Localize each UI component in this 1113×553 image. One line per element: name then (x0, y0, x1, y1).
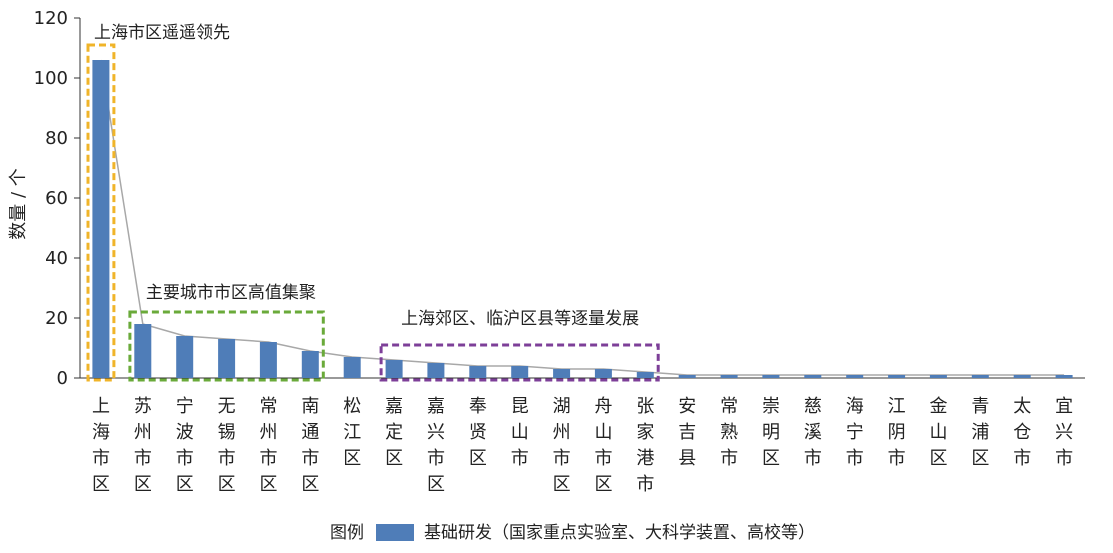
category-labels: 上海市区 苏州市区 宁波市区 无锡市区 常州市区 南通市区 松江区 嘉定区 嘉兴市区 奉贤区 昆山市… (92, 396, 1073, 495)
bar (1055, 375, 1073, 378)
bar (720, 375, 738, 378)
annotation-text: 上海市区遥遥领先 (94, 23, 230, 43)
y-axis-label: 数量 / 个 (8, 168, 29, 240)
y-tick-label: 80 (45, 128, 68, 149)
x-tick-label: 江阴市 (888, 396, 906, 469)
x-tick-label: 舟山市区 (594, 396, 612, 495)
annotation-text: 主要城市市区高值集聚 (146, 283, 316, 303)
y-tick-label: 60 (45, 188, 68, 209)
x-tick-label: 慈溪市 (804, 396, 822, 469)
axes: 0 20 40 60 80 100 120 (34, 8, 1085, 389)
annotation-text: 上海郊区、临沪区县等逐量发展 (401, 309, 639, 329)
bars (92, 60, 1073, 378)
x-tick-label: 海宁市 (846, 396, 864, 469)
bar (553, 369, 571, 378)
legend: 图例 基础研发（国家重点实验室、大科学装置、高校等） (330, 523, 815, 543)
x-tick-label: 常州市区 (259, 396, 277, 495)
bar (1013, 375, 1031, 378)
bar (427, 363, 445, 378)
bar (971, 375, 989, 378)
x-tick-label: 苏州市区 (134, 396, 152, 495)
bar (594, 369, 612, 378)
x-tick-label: 上海市区 (92, 396, 110, 495)
y-tick-label: 100 (34, 68, 68, 89)
y-tick-label: 0 (57, 368, 68, 389)
x-tick-label: 嘉定区 (385, 396, 403, 469)
legend-title: 图例 (330, 523, 364, 543)
bar (385, 360, 403, 378)
x-tick-label: 嘉兴市区 (427, 396, 445, 495)
bar (176, 336, 194, 378)
x-tick-label: 崇明区 (762, 396, 780, 469)
bar (888, 375, 906, 378)
bar (343, 357, 361, 378)
bar (636, 372, 654, 378)
x-tick-label: 宜兴市 (1055, 396, 1073, 469)
legend-swatch (376, 524, 414, 541)
x-tick-label: 松江区 (343, 396, 361, 469)
x-tick-label: 金山区 (929, 396, 947, 469)
bar (301, 351, 319, 378)
x-tick-label: 青浦区 (971, 396, 989, 469)
y-tick-label: 120 (34, 8, 68, 29)
legend-label: 基础研发（国家重点实验室、大科学装置、高校等） (424, 523, 815, 543)
bar (846, 375, 864, 378)
bar (92, 60, 110, 378)
bar (511, 366, 529, 378)
annotation-box (128, 310, 325, 382)
x-tick-label: 常熟市 (720, 396, 738, 469)
bar (762, 375, 780, 378)
annotation-box (379, 343, 660, 382)
y-tick-label: 20 (45, 308, 68, 329)
x-tick-label: 昆山市 (511, 396, 529, 469)
x-tick-label: 安吉县 (678, 396, 696, 469)
x-tick-label: 宁波市区 (176, 396, 194, 495)
x-tick-label: 张家港市 (636, 396, 654, 495)
x-tick-label: 湖州市区 (553, 396, 571, 495)
bar (218, 339, 236, 378)
annotation-box (86, 43, 116, 382)
bar (469, 366, 487, 378)
x-tick-label: 太仓市 (1013, 396, 1031, 469)
bar (929, 375, 947, 378)
y-tick-label: 40 (45, 248, 68, 269)
x-tick-label: 无锡市区 (218, 396, 236, 495)
bar (134, 324, 152, 378)
x-tick-label: 奉贤区 (469, 396, 487, 469)
x-tick-label: 南通市区 (301, 396, 319, 495)
bar (804, 375, 822, 378)
bar (678, 375, 696, 378)
bar (259, 342, 277, 378)
